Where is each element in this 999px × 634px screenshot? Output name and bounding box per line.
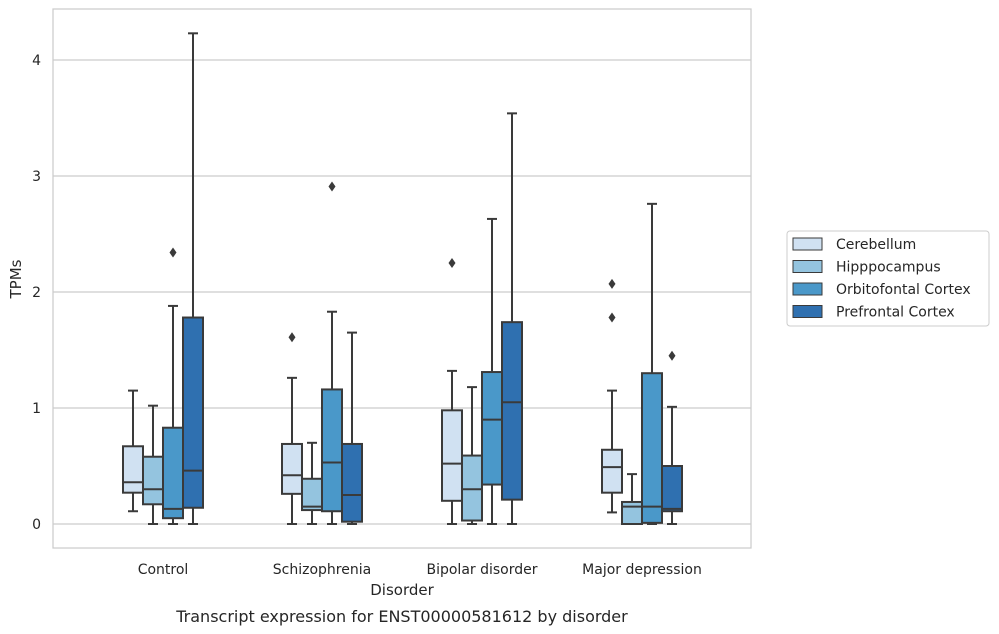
box: [661, 465, 683, 513]
y-tick-labels: 0 1 2 3 4: [32, 53, 41, 533]
box: [601, 448, 623, 494]
outlier-point: [169, 247, 177, 258]
legend-swatch: [792, 305, 823, 318]
outlier-point: [608, 278, 616, 289]
y-tick-label: 2: [32, 285, 41, 301]
outlier-point: [328, 181, 336, 192]
legend-swatch: [792, 237, 823, 251]
box: [321, 388, 343, 513]
box-groups: [122, 32, 683, 525]
box: [641, 372, 663, 524]
box-group: [441, 112, 523, 525]
box: [621, 500, 643, 525]
box-group: [281, 181, 363, 525]
box-group: [122, 32, 204, 525]
outlier-point: [288, 332, 296, 343]
box: [162, 426, 184, 520]
x-tick-label: Major depression: [582, 562, 702, 578]
legend-label: Hipppocampus: [836, 260, 941, 276]
box: [182, 316, 204, 509]
x-tick-label: Schizophrenia: [273, 562, 371, 578]
x-axis-title: Disorder: [370, 581, 434, 599]
x-tick-labels: Control Schizophrenia Bipolar disorder Majo…: [138, 562, 702, 578]
y-tick-label: 0: [32, 517, 41, 533]
plot-area-frame: [52, 8, 752, 549]
x-tick-label: Control: [138, 562, 189, 578]
outlier-point: [448, 258, 456, 268]
box: [281, 442, 303, 495]
outlier-point: [608, 312, 616, 323]
box: [122, 445, 144, 494]
y-tick-label: 3: [32, 169, 41, 185]
box: [501, 321, 523, 501]
legend-label: Prefrontal Cortex: [836, 305, 955, 321]
x-tick-label: Bipolar disorder: [426, 562, 537, 578]
chart-caption: Transcript expression for ENST0000058161…: [175, 607, 628, 626]
legend-label: Orbitofontal Cortex: [836, 282, 971, 298]
box: [481, 371, 503, 486]
legend-label: Cerebellum: [836, 237, 916, 253]
legend-frame: [786, 230, 990, 327]
box: [142, 455, 164, 506]
box: [341, 442, 363, 523]
outlier-point: [668, 350, 676, 361]
box: [461, 454, 483, 522]
y-axis-title: TPMs: [7, 259, 25, 299]
legend-swatch: [792, 282, 823, 296]
box: [441, 409, 463, 502]
box-group: [601, 202, 683, 525]
legend-swatch: [792, 260, 823, 273]
y-tick-label: 4: [32, 53, 41, 69]
box: [301, 477, 323, 512]
y-tick-label: 1: [32, 401, 41, 417]
legend: Cerebellum Hipppocampus Orbitofontal Corte…: [786, 230, 990, 327]
